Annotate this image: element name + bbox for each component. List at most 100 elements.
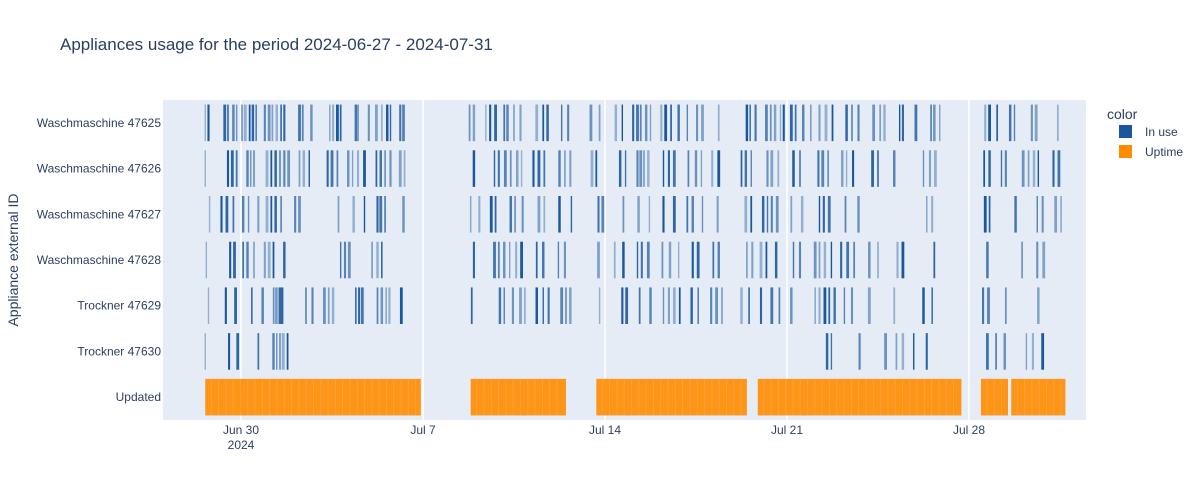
in-use-mark [569, 287, 572, 324]
in-use-mark [226, 150, 230, 187]
in-use-mark [986, 241, 989, 279]
y-tick-label: Updated [116, 390, 161, 404]
in-use-mark [1037, 150, 1040, 187]
in-use-mark [283, 104, 286, 142]
in-use-mark [1037, 287, 1040, 324]
in-use-mark [794, 104, 797, 142]
in-use-mark [715, 287, 718, 324]
in-use-mark [799, 150, 801, 187]
in-use-mark [503, 241, 506, 279]
in-use-mark [376, 196, 379, 233]
in-use-mark [535, 241, 538, 279]
in-use-mark [696, 241, 700, 279]
in-use-mark [711, 150, 714, 187]
in-use-mark [509, 196, 512, 233]
in-use-mark [557, 241, 560, 279]
in-use-mark [883, 104, 886, 142]
in-use-mark [236, 333, 240, 370]
in-use-mark [843, 287, 846, 324]
x-tick-label: Jul 28 [953, 423, 985, 437]
in-use-mark [748, 287, 750, 324]
in-use-mark [339, 104, 342, 142]
x-tick-sublabel: 2024 [228, 438, 255, 452]
in-use-mark [537, 196, 541, 233]
in-use-mark [770, 150, 774, 187]
in-use-mark [543, 196, 546, 233]
in-use-mark [271, 104, 274, 142]
in-use-mark [523, 287, 526, 324]
in-use-mark [241, 104, 244, 142]
in-use-mark [777, 150, 780, 187]
in-use-mark [700, 150, 703, 187]
in-use-mark [243, 104, 247, 142]
in-use-mark [233, 241, 236, 279]
in-use-mark [789, 104, 793, 142]
in-use-mark [817, 150, 820, 187]
in-use-mark [468, 104, 471, 142]
in-use-mark [546, 104, 549, 142]
in-use-mark [597, 196, 600, 233]
in-use-mark [853, 241, 856, 279]
in-use-mark [270, 196, 273, 233]
in-use-mark [232, 196, 235, 233]
in-use-mark [922, 287, 925, 324]
in-use-mark [751, 241, 754, 279]
in-use-mark [857, 104, 860, 142]
in-use-mark [281, 333, 285, 370]
in-use-mark [543, 150, 546, 187]
in-use-mark [750, 150, 752, 187]
in-use-mark [1008, 104, 1012, 142]
in-use-mark [1000, 150, 1003, 187]
in-use-mark [877, 150, 879, 187]
in-use-mark [227, 104, 229, 142]
in-use-mark [697, 287, 699, 324]
in-use-mark [759, 241, 763, 279]
in-use-mark [766, 150, 769, 187]
in-use-mark [521, 196, 524, 233]
in-use-mark [205, 241, 208, 279]
in-use-mark [276, 287, 280, 324]
in-use-mark [379, 196, 383, 233]
in-use-mark [272, 287, 275, 324]
in-use-mark [850, 287, 854, 324]
in-use-mark [821, 150, 825, 187]
in-use-mark [560, 104, 563, 142]
in-use-mark [640, 241, 643, 279]
in-use-mark [272, 333, 275, 370]
in-use-mark [276, 333, 278, 370]
in-use-mark [822, 196, 825, 233]
in-use-mark [636, 104, 639, 142]
in-use-mark [833, 287, 836, 324]
in-use-mark [535, 104, 539, 142]
in-use-mark [845, 150, 848, 187]
in-use-mark [511, 287, 514, 324]
in-use-mark [625, 287, 629, 324]
in-use-mark [1057, 150, 1061, 187]
y-tick-label: Waschmaschine 47625 [37, 116, 162, 130]
in-use-mark [983, 150, 986, 187]
in-use-mark [257, 196, 260, 233]
in-use-mark [613, 241, 616, 279]
in-use-mark [352, 196, 355, 233]
in-use-mark [225, 196, 229, 233]
in-use-mark [298, 196, 301, 233]
in-use-mark [331, 287, 335, 324]
in-use-mark [717, 241, 720, 279]
in-use-mark [363, 196, 366, 233]
in-use-mark [766, 196, 769, 233]
in-use-mark [877, 241, 879, 279]
in-use-mark [355, 287, 357, 324]
in-use-mark [506, 104, 509, 142]
in-use-mark [235, 104, 238, 142]
in-use-mark [677, 241, 680, 279]
in-use-mark [360, 287, 364, 324]
in-use-mark [246, 150, 249, 187]
in-use-mark [933, 104, 936, 142]
in-use-mark [250, 150, 252, 187]
in-use-mark [384, 150, 386, 187]
in-use-mark [828, 287, 831, 324]
in-use-mark [871, 150, 874, 187]
in-use-mark [621, 104, 624, 142]
in-use-mark [267, 241, 271, 279]
in-use-mark [497, 241, 500, 279]
